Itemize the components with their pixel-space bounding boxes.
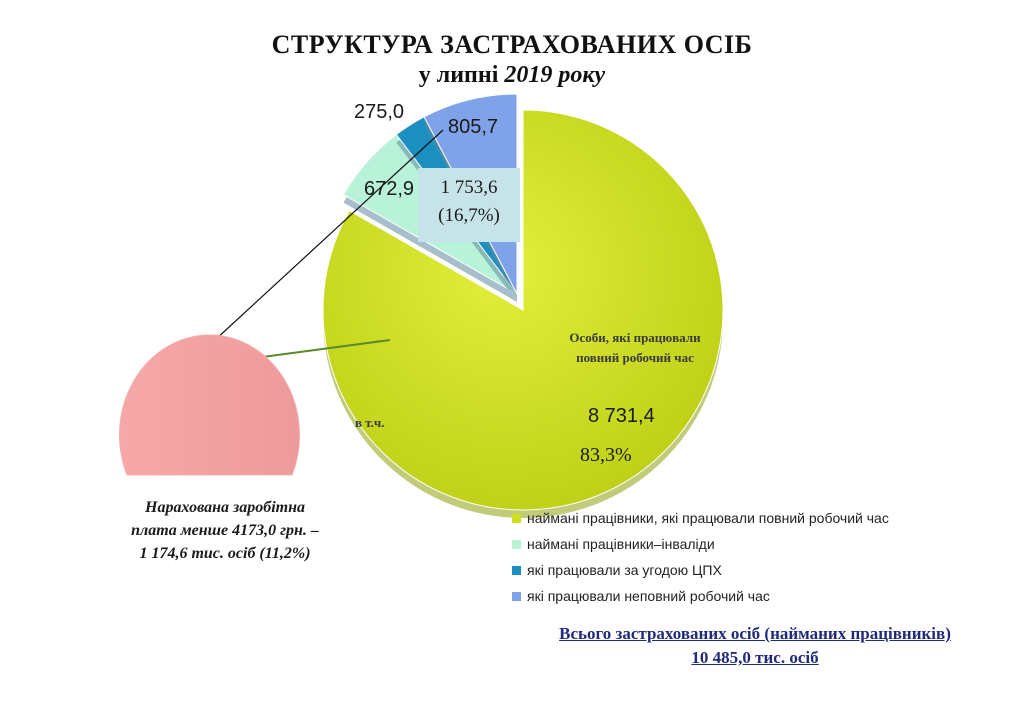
salary-note-line3: 1 174,6 тис. осіб (11,2%) bbox=[139, 545, 311, 562]
callout-value: 1 753,6 bbox=[440, 177, 498, 198]
main-slice-percent: 83,3% bbox=[580, 444, 632, 466]
legend: наймані працівники, які працювали повний… bbox=[512, 505, 889, 609]
total-insured: Всього застрахованих осіб (найманих прац… bbox=[500, 622, 1010, 670]
legend-swatch bbox=[512, 565, 521, 575]
chart-subtitle: у липні 2019 року bbox=[0, 62, 1024, 89]
main-slice-value: 8 731,4 bbox=[588, 405, 655, 427]
legend-item: наймані працівники–інваліди bbox=[512, 531, 889, 557]
label-cph: 275,0 bbox=[354, 101, 405, 123]
chart-title: СТРУКТУРА ЗАСТРАХОВАНИХ ОСІБ bbox=[271, 30, 753, 59]
subtitle-prefix: у липні bbox=[418, 62, 499, 88]
legend-label: наймані працівники–інваліди bbox=[527, 536, 715, 552]
arrow-black bbox=[201, 129, 444, 353]
salary-note: Нарахована заробітна плата менше 4173,0 … bbox=[95, 496, 355, 565]
subtitle-year: 2019 року bbox=[504, 62, 606, 88]
legend-label: які працювали неповний робочий час bbox=[527, 588, 770, 604]
legend-item: наймані працівники, які працювали повний… bbox=[512, 505, 889, 531]
legend-swatch bbox=[512, 513, 521, 523]
label-part-time: 805,7 bbox=[448, 116, 499, 138]
salary-note-line1: Нарахована заробітна bbox=[145, 499, 305, 516]
callout-percent: (16,7%) bbox=[438, 205, 500, 226]
legend-swatch bbox=[512, 539, 521, 549]
slice-full-time bbox=[322, 109, 724, 511]
main-slice-inner-label: Особи, які працювали повний робочий час bbox=[569, 330, 701, 365]
legend-label: наймані працівники, які працювали повний… bbox=[527, 510, 889, 526]
legend-item: які працювали за угодою ЦПХ bbox=[512, 557, 889, 583]
legend-item: які працювали неповний робочий час bbox=[512, 583, 889, 609]
salary-note-line2: плата менше 4173,0 грн. – bbox=[131, 522, 319, 539]
total-line1: Всього застрахованих осіб (найманих прац… bbox=[559, 624, 951, 643]
legend-label: які працювали за угодою ЦПХ bbox=[527, 562, 722, 578]
legend-swatch bbox=[512, 591, 521, 601]
label-disabled: 672,9 bbox=[364, 178, 415, 200]
salary-half-circle bbox=[119, 334, 300, 476]
total-line2: 10 485,0 тис. осіб bbox=[691, 648, 819, 667]
group-callout: 1 753,6 (16,7%) bbox=[418, 168, 520, 242]
in-that-number-label: в т.ч. bbox=[355, 415, 385, 430]
